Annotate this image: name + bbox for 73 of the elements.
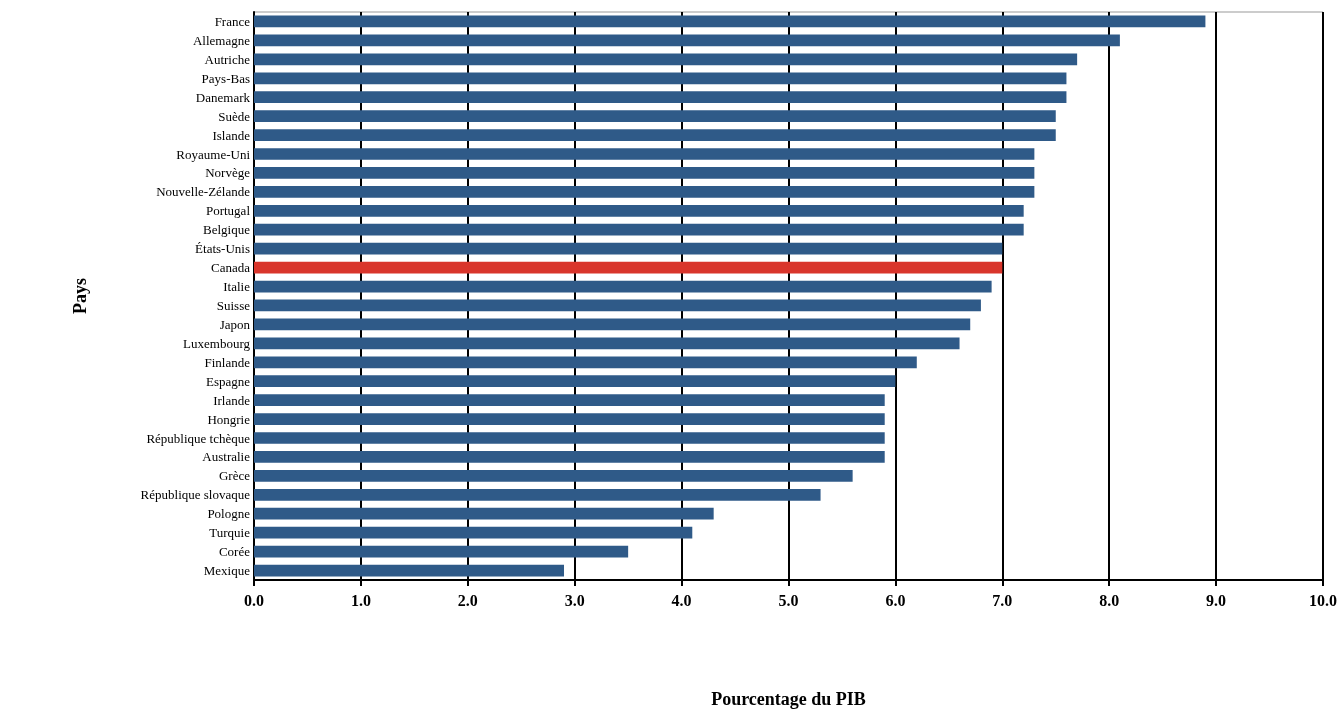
bar xyxy=(254,204,1024,217)
y-tick-label: Canada xyxy=(211,260,251,276)
bar xyxy=(254,375,896,388)
y-tick-label: Suisse xyxy=(216,297,251,313)
bar xyxy=(254,526,693,539)
bar xyxy=(254,110,1056,122)
bar xyxy=(254,470,853,482)
bar xyxy=(254,53,1078,66)
x-tick-label: 7.0 xyxy=(992,591,1013,609)
y-tick-label: France xyxy=(214,13,251,29)
bar xyxy=(254,223,1024,236)
y-tick-label: Allemagne xyxy=(192,32,251,48)
y-tick-label: République tchèque xyxy=(146,430,251,446)
y-tick-label: Norvège xyxy=(205,165,251,181)
y-tick-label: Nouvelle-Zélande xyxy=(156,184,251,200)
y-tick-label: Luxembourg xyxy=(183,335,251,351)
y-tick-label: Autriche xyxy=(204,51,251,67)
bar xyxy=(254,129,1056,141)
bar xyxy=(254,337,960,350)
bar xyxy=(254,451,885,463)
y-tick-label: Finlande xyxy=(204,354,251,370)
bar xyxy=(254,72,1067,85)
x-tick-label: 9.0 xyxy=(1206,591,1227,609)
y-tick-label: Danemark xyxy=(195,89,251,105)
bar xyxy=(254,148,1035,160)
y-tick-label: Hongrie xyxy=(207,411,251,427)
bar xyxy=(254,356,917,369)
bar xyxy=(254,432,885,444)
x-tick-label: 3.0 xyxy=(564,591,585,609)
y-tick-label: Belgique xyxy=(203,222,251,238)
bar xyxy=(254,15,1206,28)
y-tick-label: République slovaque xyxy=(140,487,251,503)
bar xyxy=(254,242,1003,255)
bar xyxy=(254,507,714,520)
bar xyxy=(254,34,1120,47)
bar xyxy=(254,91,1067,104)
y-tick-label: Portugal xyxy=(205,203,251,219)
x-tick-label: 5.0 xyxy=(778,591,799,609)
y-tick-label: Corée xyxy=(218,544,251,560)
y-tick-label: Irlande xyxy=(213,392,251,408)
y-tick-label: Islande xyxy=(212,127,251,143)
y-tick-label: Pologne xyxy=(207,506,251,522)
x-tick-label: 2.0 xyxy=(457,591,478,609)
bar xyxy=(254,394,885,406)
bar xyxy=(254,413,885,425)
x-tick-label: 1.0 xyxy=(350,591,371,609)
x-tick-label: 0.0 xyxy=(244,591,264,609)
bar xyxy=(254,261,1003,274)
bar xyxy=(254,488,821,501)
y-tick-label: Italie xyxy=(223,279,251,295)
x-axis-title: Pourcentage du PIB xyxy=(711,689,866,709)
bar xyxy=(254,280,992,293)
y-tick-label: Espagne xyxy=(205,373,251,389)
y-tick-label: Japon xyxy=(219,316,251,332)
y-axis-title: Pays xyxy=(70,278,90,314)
x-tick-label: 10.0 xyxy=(1309,591,1337,609)
y-tick-label: Turquie xyxy=(209,525,251,541)
x-tick-label: 8.0 xyxy=(1099,591,1120,609)
bar xyxy=(254,318,971,331)
y-tick-label: Royaume-Uni xyxy=(176,146,251,162)
x-tick-label: 4.0 xyxy=(671,591,692,609)
x-tick-label: 6.0 xyxy=(885,591,906,609)
y-tick-label: Australie xyxy=(202,449,251,465)
bar xyxy=(254,299,981,312)
y-tick-label: États-Unis xyxy=(195,241,250,257)
y-tick-label: Suède xyxy=(218,108,251,124)
bar xyxy=(254,545,629,558)
y-tick-label: Mexique xyxy=(203,563,251,579)
bar xyxy=(254,186,1035,198)
bar xyxy=(254,167,1035,179)
y-tick-label: Grèce xyxy=(218,468,251,484)
y-tick-label: Pays-Bas xyxy=(201,70,250,86)
bar xyxy=(254,564,565,577)
